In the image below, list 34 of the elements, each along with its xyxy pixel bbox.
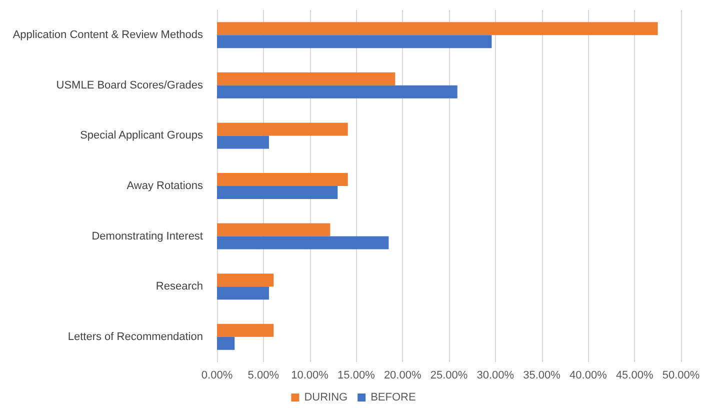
bar bbox=[217, 223, 330, 236]
x-tick-label: 45.00% bbox=[616, 370, 654, 382]
y-tick-label: Letters of Recommendation bbox=[68, 330, 203, 343]
x-tick-label: 10.00% bbox=[291, 370, 329, 382]
bar bbox=[217, 136, 269, 149]
bar bbox=[217, 236, 389, 250]
x-tick-label: 35.00% bbox=[523, 370, 561, 382]
y-tick-label: USMLE Board Scores/Grades bbox=[56, 79, 204, 92]
legend-label: BEFORE bbox=[370, 392, 416, 404]
x-tick-label: 40.00% bbox=[570, 370, 608, 382]
x-tick-label: 50.00% bbox=[662, 370, 700, 382]
legend-label: DURING bbox=[304, 392, 348, 404]
y-tick-label: Away Rotations bbox=[126, 180, 204, 192]
x-tick-label: 30.00% bbox=[476, 370, 514, 382]
bar bbox=[217, 22, 658, 36]
bar bbox=[217, 35, 492, 48]
y-tick-label: Research bbox=[156, 280, 203, 293]
bar bbox=[217, 336, 235, 350]
y-tick-label: Special Applicant Groups bbox=[80, 130, 204, 142]
bar bbox=[217, 274, 274, 287]
bar bbox=[217, 122, 348, 136]
x-tick-label: 15.00% bbox=[338, 370, 376, 382]
bar bbox=[217, 85, 458, 98]
x-tick-label: 20.00% bbox=[384, 370, 422, 382]
bar bbox=[217, 286, 269, 300]
y-tick-label: Application Content & Review Methods bbox=[12, 29, 204, 42]
bar bbox=[217, 72, 396, 86]
y-tick-label: Demonstrating Interest bbox=[92, 230, 203, 242]
x-tick-label: 25.00% bbox=[430, 370, 468, 382]
x-tick-label: 5.00% bbox=[248, 370, 280, 382]
bar bbox=[217, 186, 338, 199]
x-tick-label: 0.00% bbox=[201, 370, 233, 382]
bar bbox=[217, 173, 348, 186]
bar bbox=[217, 324, 274, 337]
